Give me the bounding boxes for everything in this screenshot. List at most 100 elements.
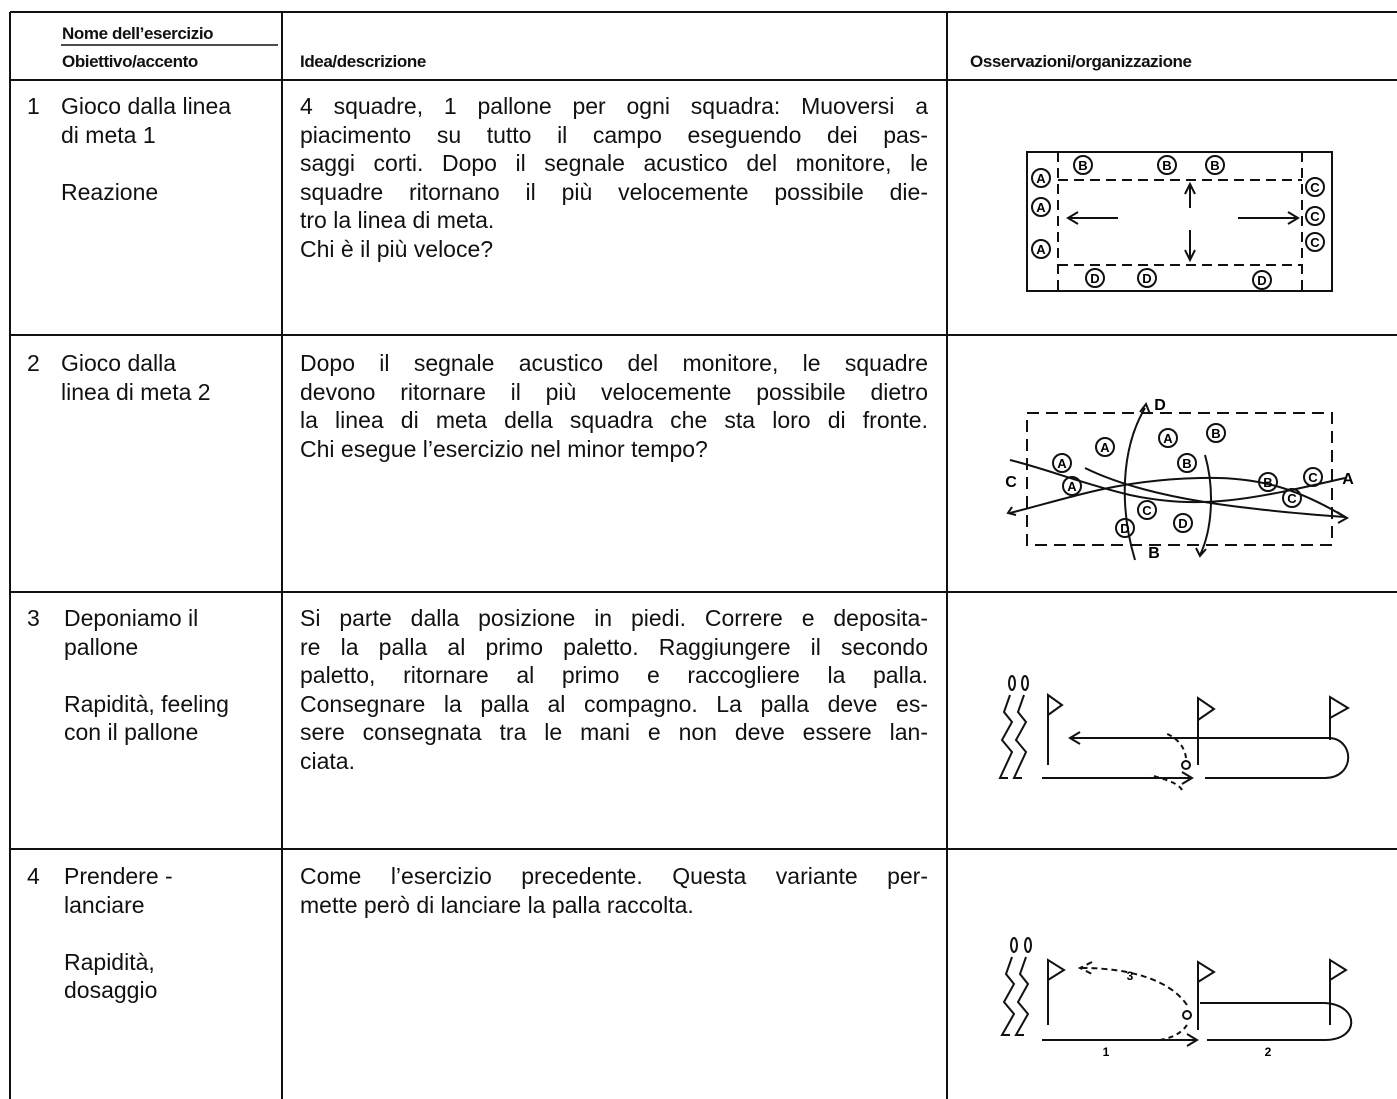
- team-marker-label: D: [1178, 516, 1187, 531]
- team-marker: [1158, 428, 1178, 448]
- row-number: 2: [27, 350, 40, 376]
- objective: con il pallone: [64, 719, 199, 745]
- description-line: Si parte dalla posizione in piedi. Corre…: [300, 605, 928, 631]
- team-marker: [1303, 467, 1323, 487]
- team-marker: [1305, 177, 1325, 197]
- team-marker-label: A: [1036, 200, 1046, 215]
- team-marker: [1062, 476, 1082, 496]
- description-line: la linea di meta della squadra che sta l…: [300, 407, 928, 433]
- team-marker: [1095, 437, 1115, 457]
- description-line: Chi è il più veloce?: [300, 235, 494, 262]
- description-line: saggi corti. Dopo il segnale acustico de…: [300, 150, 928, 176]
- description-line: piacimento su tutto il campo eseguendo d…: [300, 121, 928, 148]
- description: 4 squadre, 1 pallone per ogni squadra: M…: [300, 92, 928, 263]
- description-line: devono ritornare il più velocemente poss…: [300, 378, 928, 405]
- team-marker-label: D: [1120, 521, 1129, 536]
- objective: Rapidità,: [64, 948, 155, 975]
- field-edge-label: B: [1148, 545, 1160, 562]
- field-edge-label: A: [1342, 471, 1354, 488]
- team-marker-label: C: [1310, 180, 1320, 195]
- team-marker: [1052, 453, 1072, 473]
- description-line: mette però di lanciare la palla raccolta…: [300, 891, 694, 918]
- description-line: sere consegnata tra le mani e non deve e…: [300, 719, 928, 745]
- exercise-name: Gioco dalla linea: [61, 93, 232, 119]
- team-marker-label: C: [1142, 503, 1152, 518]
- team-marker-label: D: [1142, 271, 1151, 286]
- team-marker-label: C: [1287, 491, 1297, 506]
- team-marker: [1305, 232, 1325, 252]
- team-marker-label: B: [1078, 158, 1087, 173]
- team-marker: [1031, 168, 1051, 188]
- description-line: tro la linea di meta.: [300, 207, 495, 233]
- exercise-name: Gioco dalla: [61, 350, 177, 376]
- field-edge-label: D: [1154, 397, 1166, 414]
- team-marker-label: B: [1182, 456, 1191, 471]
- description-line: re la palla al primo paletto. Raggiunger…: [300, 633, 928, 660]
- description: Si parte dalla posizione in piedi. Corre…: [300, 604, 928, 775]
- exercise-name: pallone: [64, 633, 139, 660]
- description-line: paletto, ritornare al primo e raccoglier…: [300, 662, 928, 688]
- team-marker-label: C: [1308, 470, 1318, 485]
- exercise-name: Deponiamo il: [64, 605, 199, 631]
- team-marker: [1252, 270, 1272, 290]
- team-marker: [1206, 423, 1226, 443]
- step-label: 3: [1127, 969, 1134, 983]
- header-objective: Obiettivo/accento: [62, 52, 198, 71]
- team-marker: [1305, 206, 1325, 226]
- step-label: 1: [1103, 1045, 1110, 1059]
- description-line: Chi esegue l’esercizio nel minor tempo?: [300, 435, 708, 462]
- team-marker: [1031, 197, 1051, 217]
- row-number: 4: [27, 863, 40, 889]
- exercise-name: Prendere -: [64, 863, 173, 889]
- team-marker: [1177, 453, 1197, 473]
- team-marker: [1115, 518, 1135, 538]
- header-notes: Osservazioni/organizzazione: [970, 52, 1192, 71]
- team-marker-label: C: [1310, 209, 1320, 224]
- team-marker-label: D: [1090, 271, 1099, 286]
- objective: dosaggio: [64, 977, 158, 1003]
- team-marker: [1205, 155, 1225, 175]
- team-marker: [1282, 488, 1302, 508]
- description-line: 4 squadre, 1 pallone per ogni squadra: M…: [300, 93, 928, 119]
- description-line: squadre ritornano il più velocemente pos…: [300, 178, 928, 205]
- team-marker-label: A: [1057, 456, 1067, 471]
- team-marker-label: A: [1036, 171, 1046, 186]
- description-line: Consegnare la palla al compagno. La pall…: [300, 690, 928, 717]
- description-line: ciata.: [300, 747, 355, 774]
- objective: Reazione: [61, 178, 159, 205]
- description-line: Dopo il segnale acustico del monitore, l…: [300, 350, 928, 376]
- objective: Rapidità, feeling: [64, 690, 229, 717]
- team-marker: [1073, 155, 1093, 175]
- team-marker-label: A: [1067, 479, 1077, 494]
- description: Dopo il segnale acustico del monitore, l…: [300, 349, 928, 463]
- team-marker: [1031, 239, 1051, 259]
- team-marker: [1173, 513, 1193, 533]
- team-marker-label: B: [1263, 475, 1272, 490]
- team-marker: [1137, 268, 1157, 288]
- team-marker: [1258, 472, 1278, 492]
- team-marker: [1137, 500, 1157, 520]
- exercise-name: di meta 1: [61, 121, 156, 148]
- exercise-name: linea di meta 2: [61, 378, 211, 405]
- team-marker: [1157, 155, 1177, 175]
- team-marker-label: C: [1310, 235, 1320, 250]
- field-edge-label: C: [1005, 474, 1017, 491]
- team-marker-label: A: [1163, 431, 1173, 446]
- header-description: Idea/descrizione: [300, 52, 426, 71]
- description: Come l’esercizio precedente. Questa vari…: [300, 862, 928, 919]
- team-marker: [1085, 268, 1105, 288]
- row-number: 1: [27, 93, 40, 119]
- team-marker-label: B: [1210, 158, 1219, 173]
- header-exercise-name: Nome dell’esercizio: [62, 24, 214, 43]
- step-label: 2: [1265, 1045, 1272, 1059]
- team-marker-label: D: [1257, 273, 1266, 288]
- team-marker-label: B: [1211, 426, 1220, 441]
- description-line: Come l’esercizio precedente. Questa vari…: [300, 863, 928, 889]
- exercise-name: lanciare: [64, 891, 145, 918]
- row-number: 3: [27, 605, 40, 631]
- team-marker-label: A: [1100, 440, 1110, 455]
- team-marker-label: B: [1162, 158, 1171, 173]
